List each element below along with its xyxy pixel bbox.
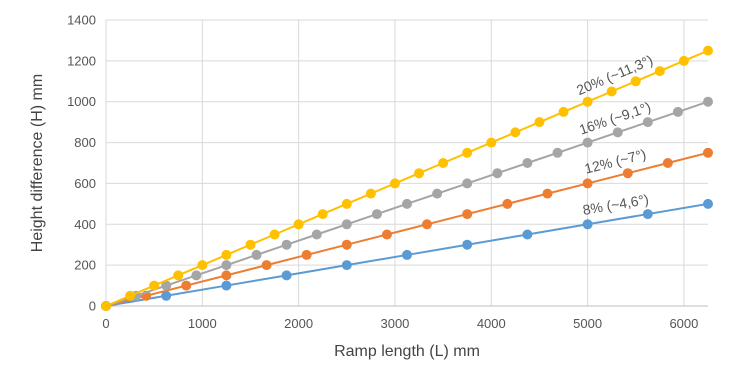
data-point	[402, 198, 412, 209]
data-point	[251, 249, 262, 260]
data-point	[522, 158, 533, 168]
data-point	[341, 260, 352, 271]
data-point	[510, 127, 521, 138]
y-tick-label: 0	[89, 299, 96, 314]
data-point	[486, 137, 497, 148]
data-point	[161, 290, 172, 301]
tick-labels: 0 200 400 600 800 1000 1200 1400 0 1000 2000 3000 40…	[67, 13, 698, 332]
gridlines	[105, 19, 708, 307]
data-point	[221, 280, 232, 291]
data-point	[542, 188, 553, 199]
data-point	[402, 249, 412, 260]
data-point	[558, 106, 569, 117]
data-point	[462, 209, 473, 220]
series-3	[101, 96, 713, 311]
y-tick-label: 1200	[67, 53, 96, 68]
data-point	[654, 66, 665, 77]
data-point	[261, 260, 272, 271]
data-point	[703, 147, 713, 158]
data-point	[365, 188, 376, 199]
data-point	[101, 301, 111, 311]
y-tick-label: 800	[74, 135, 96, 150]
data-point	[678, 55, 689, 66]
data-point	[502, 198, 513, 209]
data-point	[462, 178, 473, 189]
y-axis-title: Height difference (H) mm	[29, 74, 46, 252]
x-tick-label: 6000	[669, 316, 698, 331]
data-point	[341, 239, 352, 250]
x-axis-title: Ramp length (L) mm	[334, 343, 480, 360]
data-point	[492, 168, 503, 179]
y-tick-label: 1400	[67, 13, 96, 28]
data-point	[462, 239, 473, 250]
data-point	[703, 45, 713, 56]
data-point	[642, 209, 653, 220]
data-point	[462, 147, 473, 158]
data-point	[672, 106, 683, 117]
data-point	[381, 229, 392, 240]
x-tick-label: 5000	[573, 316, 602, 331]
data-point	[703, 198, 713, 209]
data-point	[341, 198, 352, 209]
y-tick-label: 400	[74, 217, 96, 232]
x-tick-label: 0	[102, 316, 109, 331]
y-tick-label: 1000	[67, 94, 96, 109]
data-point	[311, 229, 322, 240]
series-1	[101, 198, 713, 311]
y-tick-label: 600	[74, 176, 96, 191]
data-point	[582, 96, 593, 107]
data-point	[149, 280, 160, 291]
data-point	[422, 219, 433, 230]
data-point	[221, 260, 232, 271]
data-point	[301, 249, 312, 260]
data-point	[582, 178, 593, 189]
x-tick-label: 2000	[284, 316, 313, 331]
data-point	[191, 270, 202, 281]
series-lines	[101, 45, 713, 311]
x-tick-label: 3000	[380, 316, 409, 331]
data-point	[389, 178, 400, 189]
data-point	[317, 209, 328, 220]
data-point	[582, 219, 593, 230]
data-point	[703, 96, 713, 107]
data-point	[552, 147, 563, 158]
series-line	[105, 151, 709, 307]
data-point	[662, 158, 673, 168]
data-point	[125, 290, 136, 301]
data-point	[173, 270, 184, 281]
data-point	[622, 168, 633, 179]
data-point	[432, 188, 443, 199]
series-label: 12% (~7°)	[583, 146, 648, 177]
series-label: 8% (~4,6°)	[581, 191, 649, 218]
data-point	[245, 239, 256, 250]
data-point	[281, 270, 292, 281]
x-tick-label: 1000	[188, 316, 217, 331]
y-tick-label: 200	[74, 258, 96, 273]
data-point	[161, 280, 172, 291]
data-point	[612, 127, 623, 138]
series-2	[101, 147, 713, 311]
data-point	[281, 239, 292, 250]
data-point	[197, 260, 208, 271]
data-point	[438, 158, 449, 168]
data-point	[414, 168, 425, 179]
data-point	[293, 219, 304, 230]
x-tick-label: 4000	[477, 316, 506, 331]
data-point	[341, 219, 352, 230]
data-point	[606, 86, 617, 97]
series-line	[105, 49, 709, 307]
data-point	[181, 280, 192, 291]
data-point	[269, 229, 280, 240]
data-point	[522, 229, 533, 240]
data-point	[642, 117, 653, 128]
data-point	[221, 270, 232, 281]
data-point	[534, 117, 545, 128]
data-point	[371, 209, 382, 220]
data-point	[582, 137, 593, 148]
series-4	[101, 45, 713, 311]
data-point	[221, 249, 232, 260]
data-point	[630, 76, 641, 87]
